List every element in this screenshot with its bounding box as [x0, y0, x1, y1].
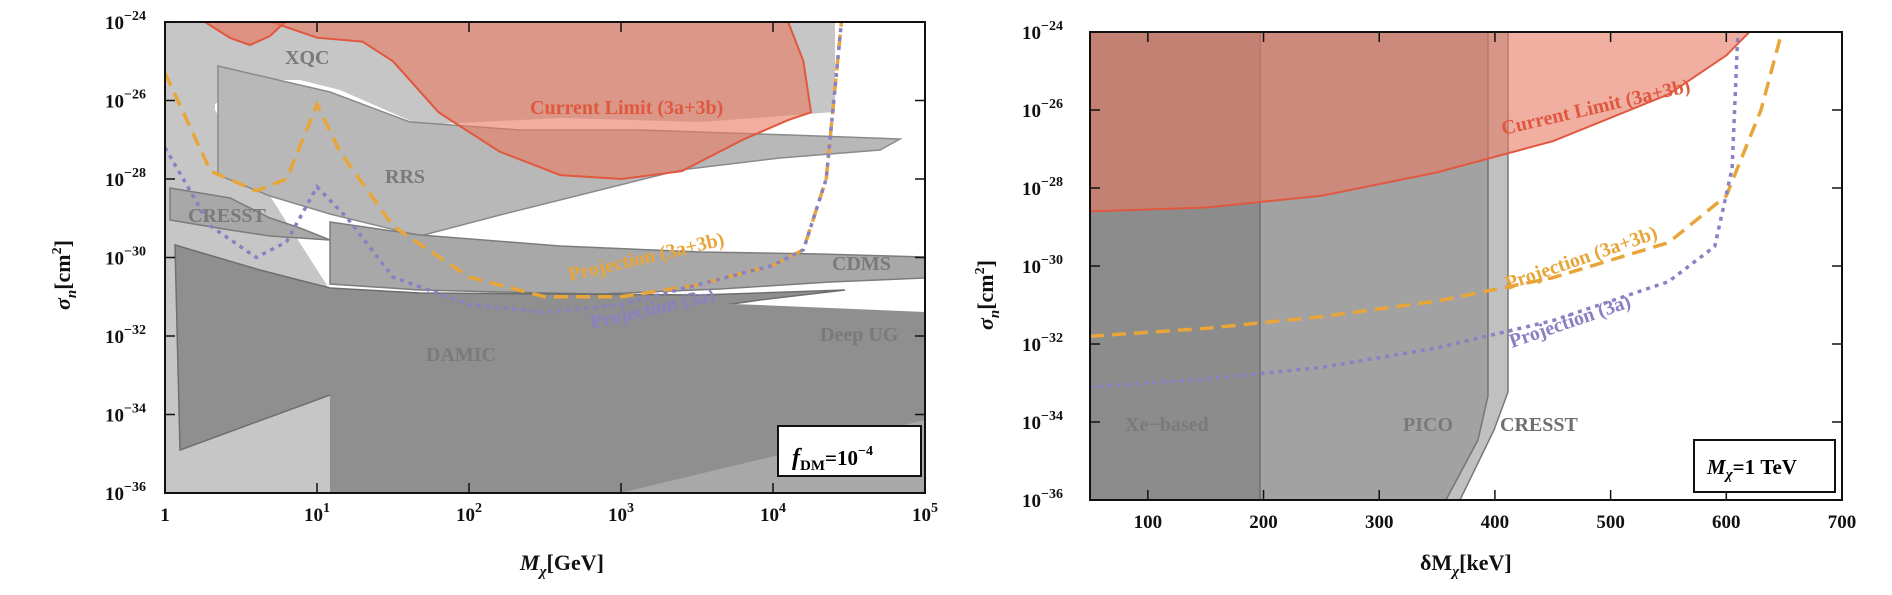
fdm-symbol: f [792, 445, 802, 471]
fdm-annotation-box: fDM=10−4 [777, 425, 922, 477]
cdms-region [329, 221, 925, 295]
y-tick-label: 10−30 [105, 245, 146, 270]
projection-3a-curve-right [1090, 32, 1740, 389]
projection-3a3b-curve-right [1090, 32, 1784, 338]
fdm-value: =10 [825, 446, 858, 470]
svg-text:fDM=10−4: fDM=10−4 [792, 444, 873, 474]
svg-text:Mχ=1 TeV: Mχ=1 TeV [1706, 455, 1797, 483]
x-tick-label: 1 [160, 505, 170, 526]
label-pico: PICO [1403, 414, 1453, 436]
right-panel: 100 200 300 400 500 600 700 10−24 10−26 10−28 10−3… [973, 19, 1856, 580]
current-limit-region-left [271, 22, 813, 181]
label-current-limit-left: Current Limit (3a+3b) [530, 97, 723, 119]
x-tick-label: 101 [304, 501, 330, 526]
label-xqc: XQC [285, 47, 329, 69]
x-axis-label-right: δMχ[keV] [1420, 550, 1512, 580]
label-cdms: CDMS [832, 253, 891, 275]
left-panel: 1 101 102 103 104 105 10−24 10−26 10−28 10−30 10−3… [50, 9, 938, 580]
x-tick-label: 105 [912, 501, 938, 526]
label-rrs: RRS [385, 166, 425, 188]
x-tick-label: 500 [1596, 512, 1625, 533]
x-tick-label: 400 [1481, 512, 1510, 533]
label-damic: DAMIC [426, 344, 496, 366]
fdm-subscript: DM [800, 458, 825, 474]
x-axis-label-left: Mχ[GeV] [519, 550, 604, 580]
x-tick-label: 700 [1828, 512, 1857, 533]
label-xe-based: Xe−based [1125, 414, 1209, 436]
x-tick-label: 100 [1134, 512, 1163, 533]
label-deep-ug: Deep UG [820, 324, 899, 346]
x-tick-label: 600 [1712, 512, 1741, 533]
fdm-exponent: −4 [858, 444, 873, 459]
y-tick-label: 10−36 [105, 480, 146, 505]
x-tick-label: 102 [456, 501, 482, 526]
y-tick-label: 10−24 [1022, 19, 1063, 44]
y-tick-label: 10−28 [105, 166, 146, 191]
y-tick-label: 10−28 [1022, 175, 1063, 200]
x-tick-label: 300 [1365, 512, 1394, 533]
y-axis-label-right: σn[cm2] [973, 260, 1003, 330]
y-axis-label-left: σn[cm2] [50, 240, 80, 310]
y-tick-label: 10−24 [105, 9, 146, 34]
current-limit-blob-left [203, 22, 287, 47]
y-tick-label: 10−36 [1022, 487, 1063, 512]
x-tick-label: 200 [1249, 512, 1278, 533]
mass-symbol: M [1706, 455, 1727, 479]
label-cresst: CRESST [188, 205, 266, 227]
mass-value: =1 TeV [1733, 455, 1797, 479]
y-tick-label: 10−34 [1022, 409, 1063, 434]
y-tick-label: 10−30 [1022, 253, 1063, 278]
mass-subscript: χ [1724, 467, 1734, 483]
projection-3a-curve-left [165, 22, 844, 315]
mass-annotation-box: Mχ=1 TeV [1693, 439, 1836, 493]
x-tick-label: 103 [608, 501, 634, 526]
y-tick-label: 10−26 [105, 88, 146, 113]
label-cresst-right: CRESST [1500, 414, 1578, 436]
y-tick-label: 10−26 [1022, 97, 1063, 122]
y-tick-label: 10−34 [105, 402, 146, 427]
current-limit-region-right [1090, 32, 1751, 213]
x-tick-label: 104 [760, 501, 786, 526]
deep-ug-region [330, 298, 925, 493]
y-tick-label: 10−32 [105, 323, 146, 348]
y-tick-label: 10−32 [1022, 331, 1063, 356]
